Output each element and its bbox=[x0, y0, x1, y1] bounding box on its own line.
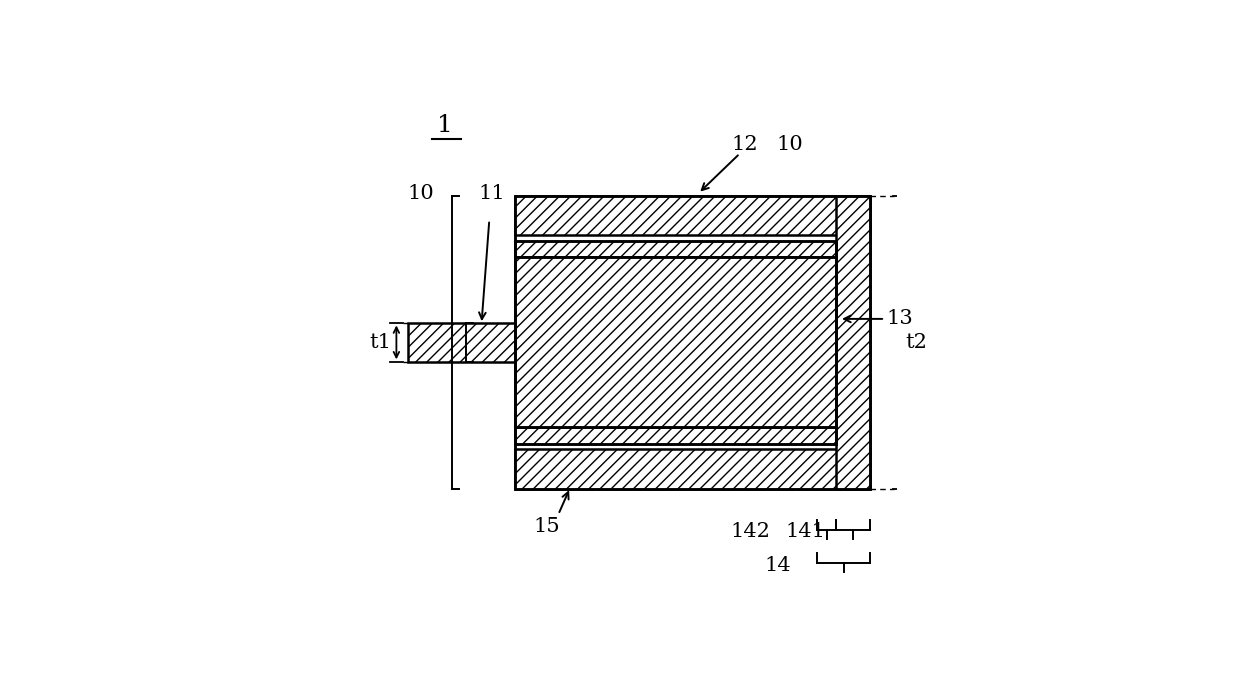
Text: 142: 142 bbox=[730, 522, 770, 541]
Text: 12: 12 bbox=[732, 134, 758, 153]
Bar bbox=[516, 241, 837, 444]
Text: 13: 13 bbox=[887, 309, 913, 328]
Bar bbox=[408, 323, 516, 362]
Bar bbox=[516, 428, 837, 444]
Text: 11: 11 bbox=[479, 184, 506, 203]
Bar bbox=[837, 196, 870, 489]
Bar bbox=[516, 450, 870, 489]
Text: 1: 1 bbox=[436, 114, 453, 137]
Text: 10: 10 bbox=[776, 134, 804, 153]
Bar bbox=[516, 257, 837, 428]
Text: 14: 14 bbox=[765, 557, 791, 576]
Bar bbox=[516, 196, 870, 489]
Bar bbox=[516, 257, 837, 428]
Bar bbox=[516, 257, 837, 428]
Text: 10: 10 bbox=[408, 184, 434, 203]
Bar bbox=[516, 196, 870, 235]
Bar bbox=[516, 241, 837, 257]
Bar bbox=[516, 196, 870, 489]
Text: t1: t1 bbox=[370, 333, 392, 352]
Text: t2: t2 bbox=[905, 333, 926, 352]
Text: 141: 141 bbox=[785, 522, 825, 541]
Text: 15: 15 bbox=[533, 517, 560, 536]
